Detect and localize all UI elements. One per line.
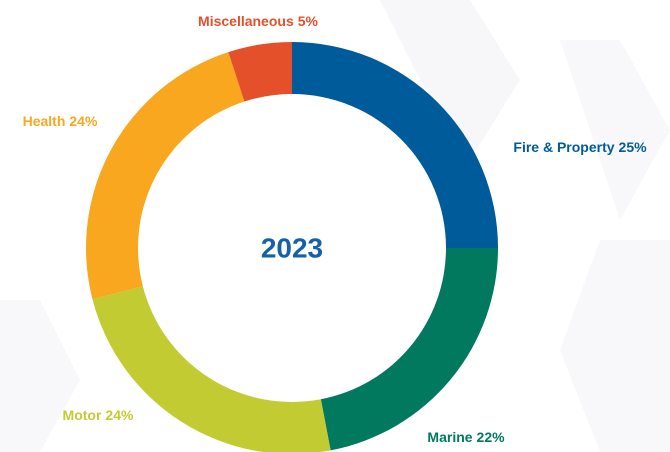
donut-slice — [92, 286, 331, 452]
slice-label: Health 24% — [23, 113, 98, 129]
slice-label: Marine 22% — [427, 429, 505, 445]
slice-category: Marine — [427, 429, 472, 445]
donut-slice — [292, 42, 498, 248]
slice-label: Miscellaneous 5% — [198, 13, 318, 29]
labels: Fire & Property 25%Marine 22%Motor 24%Healt… — [23, 13, 648, 445]
slice-category: Miscellaneous — [198, 13, 294, 29]
donut-slice — [320, 248, 498, 451]
slice-value: 24% — [69, 113, 98, 129]
slice-value: 24% — [105, 407, 134, 423]
slice-value: 25% — [619, 139, 648, 155]
slice-category: Fire & Property — [513, 139, 614, 155]
slice-category: Motor — [63, 407, 102, 423]
slice-label: Fire & Property 25% — [513, 139, 647, 155]
center-title: 2023 — [261, 232, 323, 263]
slice-category: Health — [23, 113, 66, 129]
slices — [86, 42, 498, 452]
slice-label: Motor 24% — [63, 407, 134, 423]
slice-value: 5% — [298, 13, 319, 29]
slice-value: 22% — [477, 429, 506, 445]
donut-slice — [86, 52, 245, 300]
donut-slice — [228, 42, 292, 102]
